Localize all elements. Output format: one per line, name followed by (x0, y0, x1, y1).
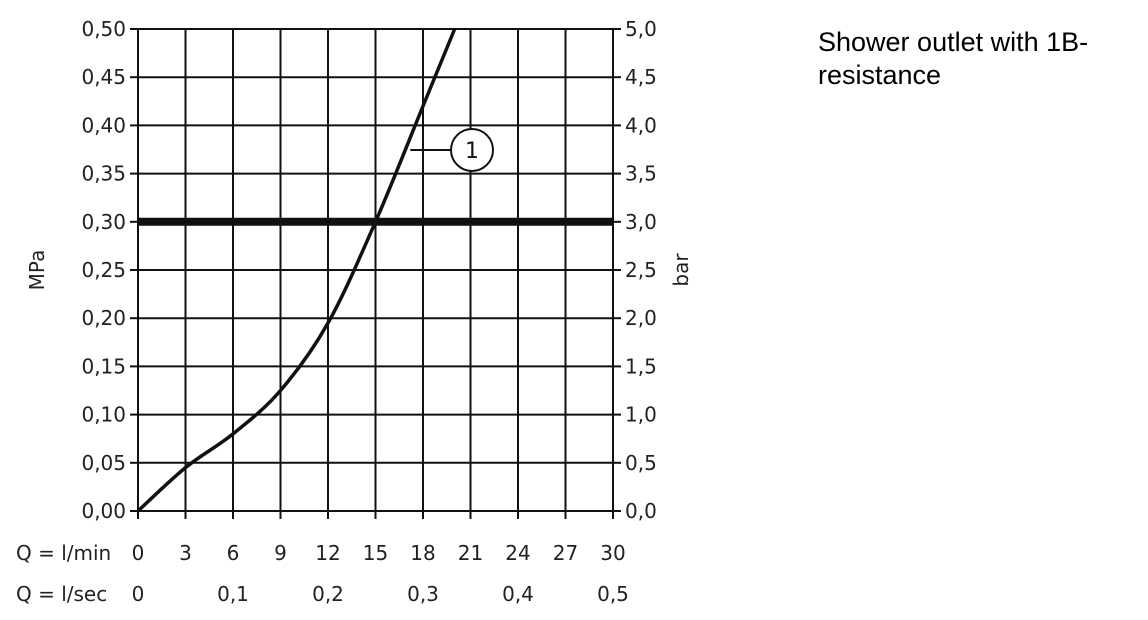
series-line (136, 28, 457, 513)
x-tick-label-sec: 0,2 (312, 582, 344, 606)
y-tick-label-right: 2,5 (625, 258, 657, 282)
x-tick-label-sec: 0,3 (407, 582, 439, 606)
y-tick-label-right: 1,0 (625, 403, 657, 427)
x-tick-label-min: 0 (132, 541, 145, 565)
chart-caption: Shower outlet with 1B-resistance (818, 27, 1089, 90)
y-tick-label-left: 0,20 (81, 306, 126, 330)
y-tick-label-left: 0,30 (81, 210, 126, 234)
y-tick-label-right: 3,0 (625, 210, 657, 234)
x-tick-label-min: 6 (227, 541, 240, 565)
series-curve-group (136, 28, 457, 513)
x-tick-label-min: 27 (553, 541, 578, 565)
plot-frame (137, 28, 614, 512)
y-tick-label-right: 3,5 (625, 162, 657, 186)
x-tick-label-min: 12 (315, 541, 340, 565)
x-row-label-min: Q = l/min (16, 541, 111, 565)
y-tick-label-right: 4,5 (625, 65, 657, 89)
y-tick-label-left: 0,05 (81, 451, 126, 475)
x-tick-label-min: 24 (505, 541, 530, 565)
y-tick-label-left: 0,45 (81, 65, 126, 89)
y-tick-label-left: 0,00 (81, 499, 126, 523)
x-tick-label-min: 15 (363, 541, 388, 565)
y-tick-label-right: 1,5 (625, 354, 657, 378)
x-tick-label-min: 21 (458, 541, 483, 565)
y-tick-label-right: 0,5 (625, 451, 657, 475)
y-tick-label-right: 0,0 (625, 499, 657, 523)
y-axis-title-left: MPa (25, 250, 49, 291)
x-tick-label-sec: 0,1 (217, 582, 249, 606)
x-tick-label-sec: 0 (132, 582, 145, 606)
y-tick-label-left: 0,50 (81, 17, 126, 41)
series-marker-label: 1 (465, 139, 479, 164)
y-tick-label-left: 0,35 (81, 162, 126, 186)
x-tick-label-sec: 0,5 (597, 582, 629, 606)
y-axis-title-right: bar (669, 253, 693, 287)
x-tick-label-min: 9 (274, 541, 287, 565)
y-tick-label-left: 0,40 (81, 113, 126, 137)
x-tick-label-min: 30 (600, 541, 625, 565)
y-tick-label-left: 0,10 (81, 403, 126, 427)
x-tick-label-min: 18 (410, 541, 435, 565)
series-marker-circle (450, 128, 494, 172)
x-row-label-sec: Q = l/sec (16, 582, 107, 606)
x-tick-label-min: 3 (179, 541, 192, 565)
y-tick-label-left: 0,25 (81, 258, 126, 282)
y-tick-label-right: 5,0 (625, 17, 657, 41)
tick-labels: 0 3 6 9 12 15 18 21 24 27 300,00 0,00,05 0,50,10 1,00… (81, 17, 656, 606)
y-tick-label-right: 4,0 (625, 113, 657, 137)
y-tick-label-right: 2,0 (625, 306, 657, 330)
x-tick-label-sec: 0,4 (502, 582, 534, 606)
y-tick-label-left: 0,15 (81, 354, 126, 378)
